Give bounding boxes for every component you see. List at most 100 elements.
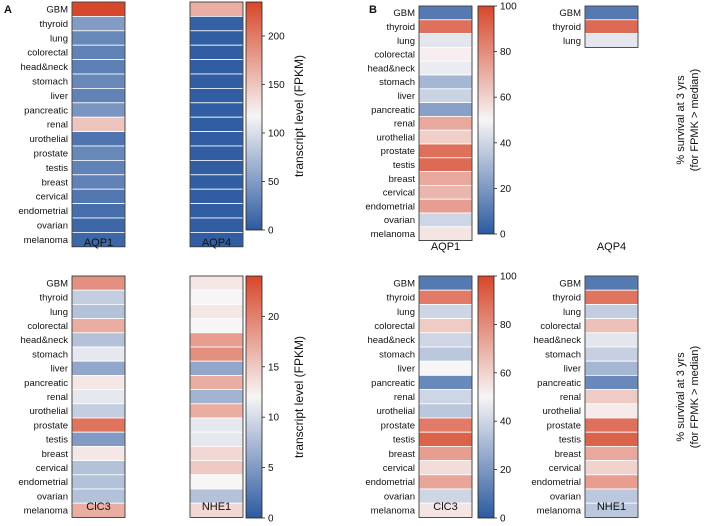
colorbar-b-top: 0 20 40 60 80 100 % survival at 3 yrs (for FPMK… [477, 2, 701, 241]
cell-clc3-prostate [71, 417, 126, 433]
row-label-cervical: cervical [36, 192, 68, 203]
row-label-stomach: stomach [545, 349, 581, 360]
cell-aqp4-stomach [189, 73, 244, 89]
row-label-stomach: stomach [32, 349, 68, 360]
cell-aqp4-breast [189, 174, 244, 190]
row-label-colorectal: colorectal [374, 321, 415, 332]
heatmap-a-bottom: GBM thyroid lung colorectal head&neck stomach… [18, 275, 306, 525]
cell-clc3-pancreatic [71, 374, 126, 390]
heatmap-frame [71, 275, 126, 518]
row-label-pancreatic: pancreatic [24, 105, 68, 116]
colorbar-a-bottom: 0 5 10 15 20 transcript level (FPKM) [245, 275, 306, 525]
row-label-liver: liver [51, 364, 68, 375]
cell-clc3-urothelial [418, 403, 473, 419]
cell-nhe1-stomach [584, 346, 639, 362]
heatmap-frame [584, 275, 639, 518]
heatmap-frame [71, 1, 126, 248]
colorbar-tick-label: 100 [500, 2, 517, 13]
cell-aqp1-renal [71, 116, 126, 132]
colorbar-b-bottom: 0 20 40 60 80 100 % survival at 3 yrs (for FPMK… [477, 272, 701, 525]
cell-aqp1-urothelial [71, 131, 126, 147]
heatmap-b-top: GBM thyroid lung colorectal head&neck stomach… [365, 2, 701, 254]
row-label-liver: liver [51, 91, 68, 102]
row-label-head-and-neck: head&neck [533, 335, 581, 346]
colorbar-tick-label: 20 [500, 465, 512, 476]
row-label-thyroid: thyroid [552, 22, 581, 33]
heatmap-frame [418, 275, 473, 518]
row-label-liver: liver [398, 364, 415, 375]
row-label-gbm: GBM [46, 5, 68, 16]
cell-clc3-lung [418, 303, 473, 319]
row-label-prostate: prostate [34, 149, 68, 160]
row-label-cervical: cervical [383, 463, 415, 474]
row-label-head-and-neck: head&neck [367, 63, 415, 74]
cell-aqp1-endometrial [71, 203, 126, 219]
row-label-cervical: cervical [36, 463, 68, 474]
row-label-head-and-neck: head&neck [367, 335, 415, 346]
cell-aqp1-lung [71, 30, 126, 46]
colorbar-label: % survival at 3 yrs (for FPMK > median) [675, 69, 701, 171]
cell-clc3-colorectal [71, 318, 126, 334]
colorbar-tick-label: 0 [500, 514, 506, 525]
row-label-lung: lung [563, 307, 581, 318]
row-label-lung: lung [50, 307, 68, 318]
heatmap-b-bottom: GBM thyroid lung colorectal head&neck stomach… [365, 272, 701, 525]
colorbar-tick-label: 100 [268, 128, 285, 139]
panel-label-a: A [4, 4, 12, 16]
row-label-prostate: prostate [34, 420, 68, 431]
cell-clc3-renal [71, 389, 126, 405]
cell-aqp1-pancreatic [418, 102, 473, 117]
column-aqp4-b-top: GBM thyroid lung AQP4 [552, 5, 639, 253]
row-label-breast: breast [555, 449, 582, 460]
row-label-thyroid: thyroid [386, 22, 415, 33]
cell-nhe1-urothelial [189, 403, 244, 419]
colorbar-tick-label: 50 [268, 177, 280, 188]
column-label-nhe1: NHE1 [597, 501, 626, 513]
cell-nhe1-liver [189, 360, 244, 376]
heatmap-frame [189, 275, 244, 518]
panel-label-b: B [369, 4, 377, 16]
cell-aqp1-endometrial [418, 198, 473, 214]
cell-clc3-thyroid [418, 289, 473, 305]
row-label-urothelial: urothelial [29, 406, 68, 417]
row-label-lung: lung [397, 36, 415, 47]
cell-nhe1-breast [189, 445, 244, 461]
heatmap-frame [418, 5, 473, 242]
cell-aqp4-cervical [189, 188, 244, 204]
cell-clc3-stomach [71, 346, 126, 362]
cell-nhe1-liver [584, 360, 639, 376]
cell-aqp4-testis [189, 159, 244, 176]
cell-nhe1-head-and-neck [584, 332, 639, 348]
heatmap-a-top: GBM thyroid lung colorectal head&neck stomach… [18, 1, 306, 249]
cell-clc3-gbm [418, 275, 473, 291]
row-label-lung: lung [563, 36, 581, 47]
colorbar-tick-label: 20 [500, 184, 512, 195]
cell-clc3-endometrial [418, 474, 473, 490]
cell-nhe1-cervical [584, 460, 639, 476]
colorbar-label-line: (for FPMK > median) [689, 69, 701, 171]
colorbar-tick-label: 80 [500, 320, 512, 331]
column-aqp1-a-top: GBM thyroid lung colorectal head&neck stomach… [18, 1, 126, 249]
colorbar-tick-label: 0 [268, 226, 274, 237]
cell-aqp4-liver [189, 88, 244, 104]
cell-aqp1-prostate [418, 143, 473, 159]
cell-aqp1-gbm [71, 1, 126, 17]
cell-clc3-stomach [418, 346, 473, 362]
cell-aqp4-thyroid [584, 19, 639, 34]
row-label-urothelial: urothelial [542, 406, 581, 417]
row-label-head-and-neck: head&neck [20, 335, 68, 346]
row-label-gbm: GBM [46, 278, 68, 289]
row-label-colorectal: colorectal [374, 50, 415, 61]
row-label-ovarian: ovarian [384, 491, 415, 502]
colorbar-label: transcript level (FPKM) [292, 55, 306, 177]
row-label-ovarian: ovarian [37, 221, 68, 232]
row-label-renal: renal [47, 392, 68, 403]
cell-nhe1-testis [584, 431, 639, 447]
row-label-cervical: cervical [383, 188, 415, 199]
cell-clc3-endometrial [71, 474, 126, 490]
colorbar-tick-label: 40 [500, 138, 512, 149]
cell-aqp4-gbm [189, 1, 244, 17]
heatmap-frame [584, 5, 639, 48]
row-label-gbm: GBM [393, 278, 415, 289]
